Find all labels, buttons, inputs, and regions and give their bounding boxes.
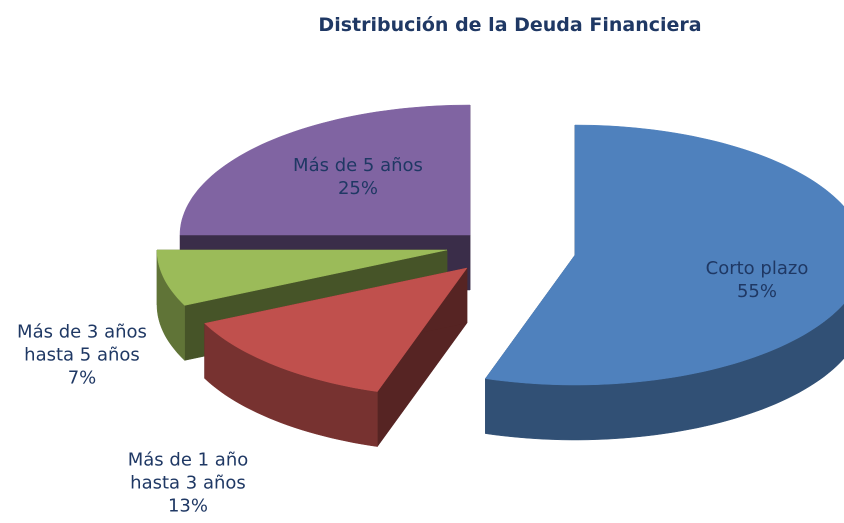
value-label: 55% (736, 281, 777, 302)
data-label: Más de 1 año hasta 3 años 13% (103, 449, 273, 518)
category-label: Más de 1 año hasta 3 años (127, 449, 249, 494)
chart-title: Distribución de la Deuda Financiera (318, 14, 702, 36)
category-label: Más de 3 años hasta 5 años (17, 321, 147, 366)
pie-slice (484, 124, 844, 386)
data-label: Corto plazo 55% (687, 257, 827, 303)
value-label: 25% (337, 178, 378, 199)
value-label: 7% (67, 367, 97, 389)
data-label: Más de 3 años hasta 5 años 7% (0, 321, 167, 390)
pie-slice (204, 267, 468, 392)
pie-slice (156, 249, 448, 306)
value-label: 13% (167, 495, 208, 517)
category-label: Corto plazo (705, 258, 809, 279)
data-label: Más de 5 años 25% (268, 154, 448, 200)
category-label: Más de 5 años (293, 155, 423, 176)
pie-slice (179, 104, 471, 236)
